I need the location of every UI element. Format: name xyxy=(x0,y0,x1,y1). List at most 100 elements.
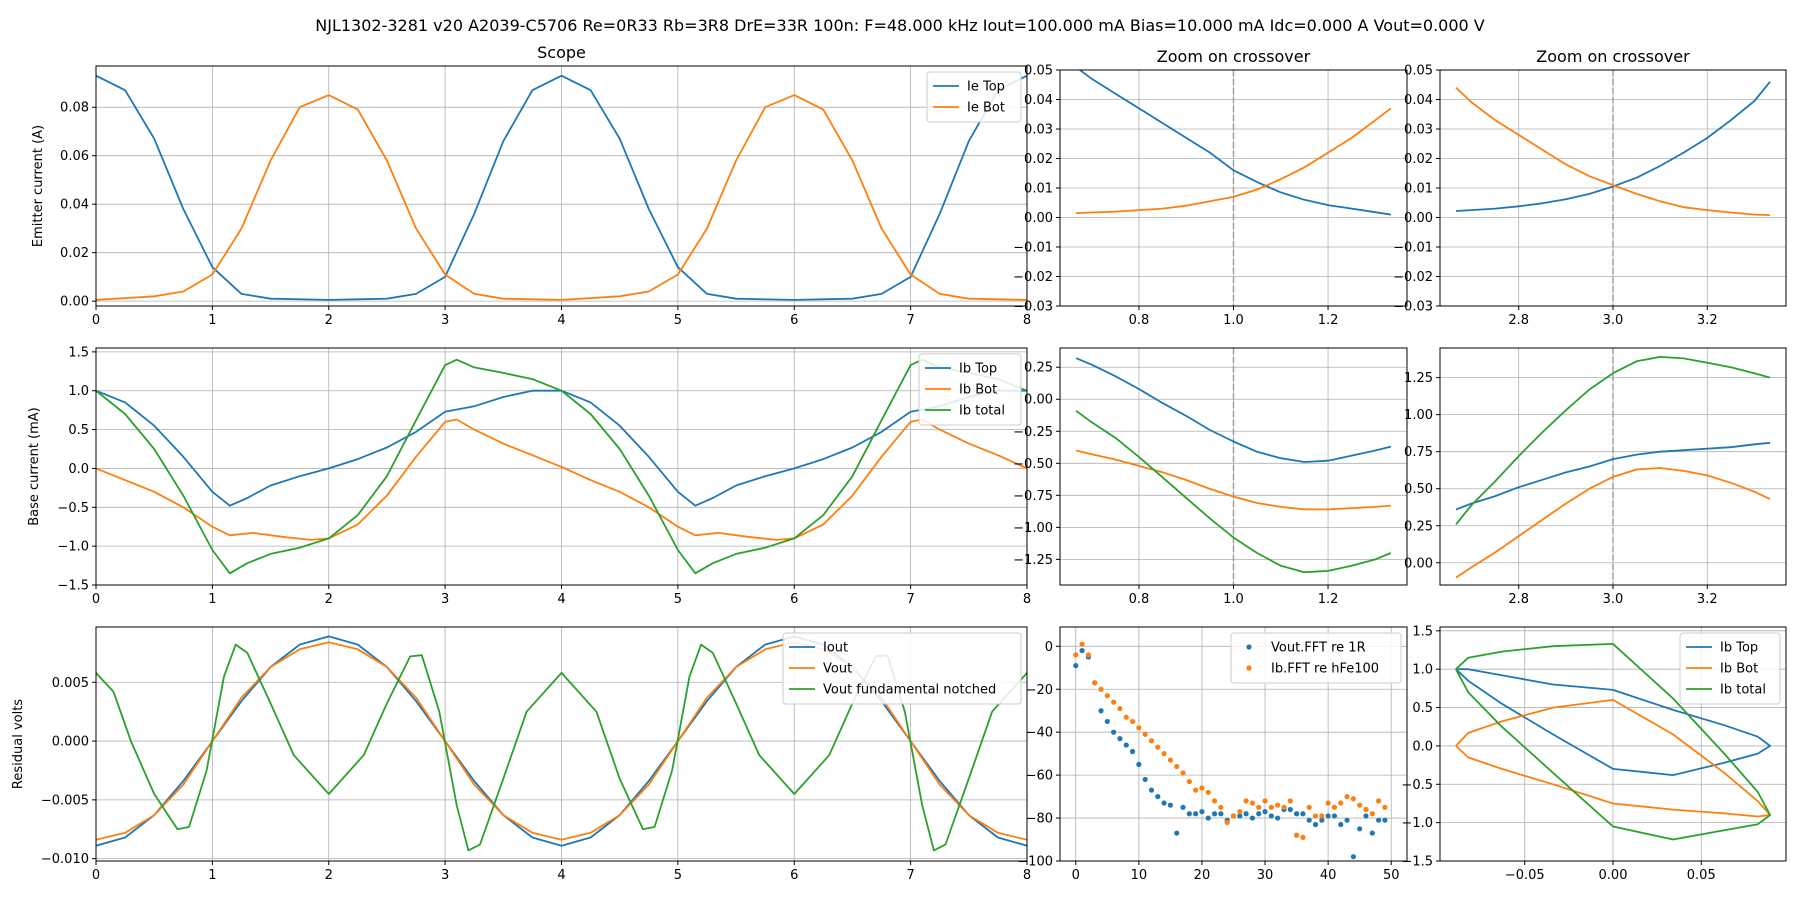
data-point xyxy=(1249,800,1256,806)
y-tick-label: −1.25 xyxy=(1013,553,1053,568)
data-point xyxy=(1148,787,1155,793)
y-tick-label: 0.02 xyxy=(1024,152,1053,167)
x-tick-label: 4 xyxy=(557,313,565,328)
data-point xyxy=(1287,798,1293,804)
legend: Ie Top Ie Bot xyxy=(926,71,1022,123)
data-point xyxy=(1256,811,1262,817)
x-tick-label: 0 xyxy=(92,868,100,883)
data-point xyxy=(1199,809,1205,815)
data-point xyxy=(1161,751,1167,757)
legend-box xyxy=(1230,632,1402,684)
x-tick-label: 3.2 xyxy=(1697,592,1718,607)
data-point xyxy=(1111,729,1117,735)
x-tick-label: 10 xyxy=(1131,868,1148,883)
x-tick-label: 6 xyxy=(790,592,798,607)
data-point xyxy=(1268,804,1274,810)
y-tick-label: 1.0 xyxy=(1412,663,1433,678)
chart-base-zoom-3: 2.8 3.0 3.2 0.00 0.25 0.50 0.75 1.00 1.25 xyxy=(1404,347,1787,607)
x-tick-label: 7 xyxy=(906,313,914,328)
series-line xyxy=(1455,81,1771,212)
plot-area-data xyxy=(1455,355,1771,579)
legend-box xyxy=(782,632,1022,705)
data-point xyxy=(1382,804,1388,810)
y-tick-label: 0.02 xyxy=(60,246,89,261)
y-tick-label: 0.06 xyxy=(60,149,89,164)
x-tick-label: 0.00 xyxy=(1599,868,1628,883)
plot-area-data xyxy=(96,74,1027,301)
y-tick-label: 0.000 xyxy=(52,735,89,750)
y-tick-label: −0.01 xyxy=(1393,241,1433,256)
legend-marker xyxy=(1246,665,1252,671)
chart-lissajous: −0.05 0.00 0.05 −1.5 −1.0 −0.5 0.0 0.5 1.0 1.5 Ib … xyxy=(1401,624,1787,883)
data-point xyxy=(1293,811,1300,817)
y-tick-label: 0.25 xyxy=(1404,519,1433,534)
series-line xyxy=(96,418,1027,541)
series-line xyxy=(96,74,1027,301)
data-point xyxy=(1205,815,1211,821)
x-tick-label: 3.0 xyxy=(1603,313,1624,328)
x-tick-label: 1 xyxy=(208,868,216,883)
plot-area-data xyxy=(1455,81,1771,216)
data-point xyxy=(1186,811,1192,817)
data-point xyxy=(1363,806,1369,813)
data-point xyxy=(1098,708,1104,714)
data-point xyxy=(1079,648,1085,654)
data-point xyxy=(1350,796,1356,802)
y-tick-label: −0.5 xyxy=(1401,778,1433,793)
series-line xyxy=(1075,410,1392,574)
y-axis-label: Base current (mA) xyxy=(27,407,42,526)
data-point xyxy=(1357,802,1363,808)
series-line xyxy=(96,94,1027,301)
data-point xyxy=(1306,804,1312,810)
y-tick-label: 0.5 xyxy=(68,423,89,438)
data-point xyxy=(1218,811,1224,817)
data-point xyxy=(1382,817,1388,823)
data-point xyxy=(1117,705,1123,712)
data-point xyxy=(1211,811,1218,817)
data-point xyxy=(1129,748,1136,755)
x-tick-label: 5 xyxy=(674,868,682,883)
y-tick-label: −0.005 xyxy=(41,793,89,808)
legend-box xyxy=(918,353,1022,426)
y-tick-label: 0.05 xyxy=(1404,64,1433,79)
legend-box xyxy=(1679,632,1781,705)
x-tick-label: 2 xyxy=(325,592,333,607)
data-point xyxy=(1237,813,1243,819)
y-tick-label: 1.25 xyxy=(1404,371,1433,386)
data-point xyxy=(1338,821,1344,828)
data-point xyxy=(1357,826,1363,832)
y-axis-label: Residual volts xyxy=(11,699,26,789)
series-line xyxy=(1078,70,1392,216)
data-point xyxy=(1224,819,1230,825)
data-point xyxy=(1376,798,1382,804)
x-tick-label: 40 xyxy=(1320,868,1337,883)
data-point xyxy=(1073,663,1079,669)
y-tick-label: −0.03 xyxy=(1013,300,1053,315)
data-point xyxy=(1180,804,1186,810)
y-tick-label: −80 xyxy=(1026,812,1053,827)
series-line xyxy=(1455,467,1771,579)
data-point xyxy=(1136,725,1142,731)
data-point xyxy=(1319,813,1325,819)
y-tick-label: 0.00 xyxy=(1024,393,1053,408)
x-tick-label: 8 xyxy=(1023,868,1031,883)
x-tick-label: 8 xyxy=(1023,313,1031,328)
data-point xyxy=(1331,804,1338,810)
plot-area-data xyxy=(1075,357,1392,574)
y-tick-label: 0.00 xyxy=(1404,211,1433,226)
x-tick-label: 7 xyxy=(906,592,914,607)
y-tick-label: 0.04 xyxy=(1404,93,1433,108)
data-point xyxy=(1256,804,1262,810)
series-line xyxy=(1455,668,1771,776)
x-tick-label: 3 xyxy=(441,592,449,607)
data-point xyxy=(1325,800,1331,806)
legend: Ib Top Ib Bot Ib total xyxy=(918,353,1022,426)
chart-emitter-zoom-3: 2.8 3.0 3.2 −0.03 −0.02 −0.01 0.00 0.01 0.02 0.03… xyxy=(1393,47,1787,328)
chart-title: Scope xyxy=(537,43,586,62)
y-tick-label: 0.50 xyxy=(1404,482,1433,497)
chart-fft: 0 10 20 30 40 50 −100 −80 −60 −40 −20 0 Vout.FFT re … xyxy=(1017,626,1408,883)
y-tick-label: −0.03 xyxy=(1393,300,1433,315)
x-tick-label: 1.0 xyxy=(1223,592,1244,607)
data-point xyxy=(1161,800,1167,806)
data-point xyxy=(1142,731,1148,737)
